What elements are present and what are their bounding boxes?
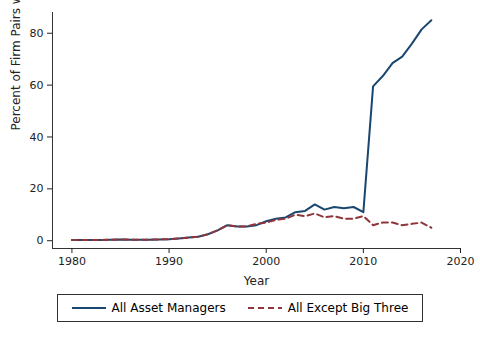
svg-text:80: 80 bbox=[30, 27, 44, 40]
svg-text:60: 60 bbox=[30, 79, 44, 92]
svg-text:20: 20 bbox=[30, 182, 44, 195]
svg-text:1980: 1980 bbox=[58, 255, 86, 268]
svg-text:2000: 2000 bbox=[252, 255, 280, 268]
svg-text:Year: Year bbox=[243, 274, 269, 288]
svg-text:Percent of Firm Pairs with Ove: Percent of Firm Pairs with Overlap bbox=[9, 0, 23, 131]
svg-text:1990: 1990 bbox=[155, 255, 183, 268]
svg-text:2010: 2010 bbox=[349, 255, 377, 268]
html-text:All Except Big Three: All Except Big Three bbox=[287, 301, 409, 315]
html-text:All Asset Managers: All Asset Managers bbox=[111, 301, 226, 315]
svg-text:0: 0 bbox=[37, 234, 44, 247]
svg-text:40: 40 bbox=[30, 131, 44, 144]
svg-text:2020: 2020 bbox=[447, 255, 475, 268]
